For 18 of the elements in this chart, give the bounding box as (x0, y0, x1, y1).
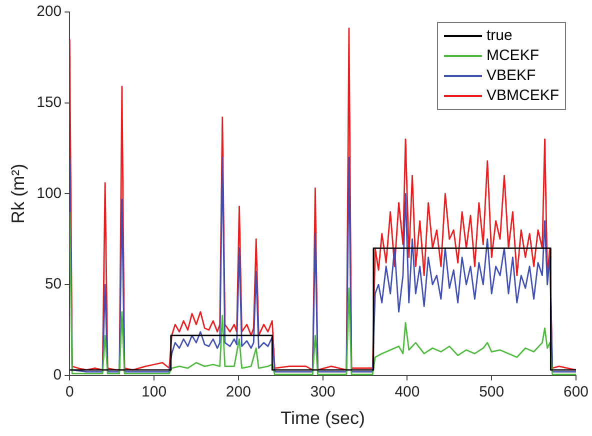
y-tick-label: 200 (36, 3, 62, 20)
x-tick-label: 0 (65, 384, 74, 401)
y-tick-label: 100 (36, 184, 62, 202)
x-axis-title: Time (sec) (280, 408, 365, 428)
x-tick-label: 300 (310, 384, 336, 401)
y-tick-label: 0 (53, 366, 62, 384)
y-tick-label: 150 (36, 94, 62, 111)
legend-label: true (486, 26, 512, 46)
x-tick-label: 400 (394, 384, 420, 401)
legend-label: MCEKF (486, 46, 539, 66)
x-tick-label: 500 (479, 384, 504, 401)
y-tick-label: 50 (44, 276, 62, 293)
y-axis-title: Rk (m²) (8, 164, 28, 224)
x-tick-label: 100 (142, 384, 167, 401)
x-tick-label: 200 (226, 384, 251, 401)
legend-label: VBMCEKF (486, 86, 559, 106)
x-tick-label: 600 (563, 384, 589, 401)
legend-label: VBEKF (486, 66, 536, 86)
